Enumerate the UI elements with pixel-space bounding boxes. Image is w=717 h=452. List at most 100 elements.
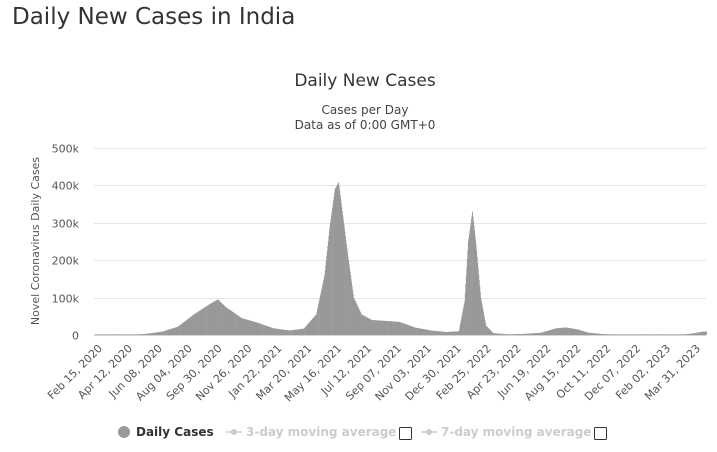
daily-cases-bar[interactable] — [203, 307, 205, 335]
daily-cases-bar[interactable] — [463, 306, 465, 335]
daily-cases-bar[interactable] — [698, 332, 700, 335]
daily-cases-bar[interactable] — [504, 334, 506, 335]
daily-cases-bar[interactable] — [140, 334, 142, 335]
daily-cases-bar[interactable] — [558, 328, 560, 335]
daily-cases-bar[interactable] — [491, 331, 493, 335]
daily-cases-bar[interactable] — [451, 331, 453, 335]
daily-cases-bar[interactable] — [296, 329, 298, 335]
daily-cases-bar[interactable] — [528, 333, 530, 335]
daily-cases-bar[interactable] — [156, 332, 158, 335]
daily-cases-bar[interactable] — [484, 317, 485, 335]
daily-cases-bar[interactable] — [443, 331, 445, 335]
daily-cases-bar[interactable] — [463, 304, 465, 335]
daily-cases-bar[interactable] — [408, 325, 410, 335]
daily-cases-bar[interactable] — [429, 330, 430, 335]
daily-cases-bar[interactable] — [606, 334, 608, 335]
daily-cases-bar[interactable] — [430, 330, 431, 335]
daily-cases-bar[interactable] — [267, 326, 269, 335]
daily-cases-bar[interactable] — [311, 319, 313, 335]
daily-cases-bar[interactable] — [317, 307, 319, 335]
daily-cases-bar[interactable] — [151, 333, 152, 335]
daily-cases-bar[interactable] — [330, 219, 332, 335]
daily-cases-bar[interactable] — [681, 334, 683, 335]
daily-cases-bar[interactable] — [118, 334, 120, 335]
daily-cases-bar[interactable] — [461, 317, 463, 335]
daily-cases-bar[interactable] — [198, 311, 200, 335]
daily-cases-bar[interactable] — [522, 333, 524, 335]
daily-cases-bar[interactable] — [187, 318, 189, 335]
daily-cases-bar[interactable] — [596, 333, 597, 336]
daily-cases-bar[interactable] — [410, 326, 412, 335]
daily-cases-bar[interactable] — [633, 334, 635, 335]
daily-cases-bar[interactable] — [120, 334, 122, 335]
daily-cases-bar[interactable] — [442, 331, 443, 335]
daily-cases-bar[interactable] — [550, 329, 552, 335]
daily-cases-bar[interactable] — [686, 334, 688, 335]
daily-cases-bar[interactable] — [250, 320, 251, 335]
daily-cases-bar[interactable] — [364, 316, 366, 335]
daily-cases-bar[interactable] — [457, 331, 459, 335]
daily-cases-bar[interactable] — [417, 328, 419, 335]
daily-cases-bar[interactable] — [643, 334, 645, 335]
daily-cases-bar[interactable] — [275, 328, 277, 335]
daily-cases-bar[interactable] — [685, 334, 687, 335]
daily-cases-bar[interactable] — [287, 330, 289, 335]
daily-cases-bar[interactable] — [215, 300, 217, 335]
daily-cases-bar[interactable] — [646, 334, 648, 335]
daily-cases-bar[interactable] — [269, 327, 271, 335]
daily-cases-bar[interactable] — [94, 334, 96, 335]
daily-cases-bar[interactable] — [587, 332, 589, 335]
daily-cases-bar[interactable] — [501, 333, 503, 335]
daily-cases-bar[interactable] — [473, 226, 475, 335]
daily-cases-bar[interactable] — [371, 320, 373, 335]
daily-cases-bar[interactable] — [640, 334, 641, 335]
daily-cases-bar[interactable] — [658, 334, 660, 335]
daily-cases-bar[interactable] — [679, 334, 680, 335]
daily-cases-bar[interactable] — [301, 328, 303, 335]
daily-cases-bar[interactable] — [690, 333, 692, 335]
daily-cases-bar[interactable] — [340, 198, 342, 335]
daily-cases-bar[interactable] — [444, 331, 445, 335]
daily-cases-bar[interactable] — [566, 327, 568, 335]
daily-cases-bar[interactable] — [392, 321, 394, 335]
daily-cases-bar[interactable] — [344, 231, 346, 335]
daily-cases-bar[interactable] — [419, 328, 421, 335]
daily-cases-bar[interactable] — [604, 334, 606, 335]
daily-cases-bar[interactable] — [398, 321, 400, 335]
daily-cases-bar[interactable] — [465, 284, 467, 335]
daily-cases-bar[interactable] — [623, 334, 625, 335]
daily-cases-bar[interactable] — [156, 332, 158, 335]
daily-cases-bar[interactable] — [121, 334, 123, 335]
daily-cases-bar[interactable] — [325, 265, 327, 335]
daily-cases-bar[interactable] — [230, 310, 232, 335]
daily-cases-bar[interactable] — [522, 333, 524, 335]
daily-cases-bar[interactable] — [268, 326, 270, 335]
daily-cases-bar[interactable] — [435, 330, 437, 335]
daily-cases-bar[interactable] — [218, 300, 220, 335]
daily-cases-bar[interactable] — [173, 328, 175, 335]
daily-cases-bar[interactable] — [131, 334, 133, 335]
daily-cases-bar[interactable] — [561, 327, 563, 335]
daily-cases-bar[interactable] — [216, 299, 218, 335]
daily-cases-bar[interactable] — [493, 333, 495, 335]
daily-cases-bar[interactable] — [309, 322, 311, 335]
daily-cases-bar[interactable] — [203, 308, 205, 335]
daily-cases-bar[interactable] — [360, 312, 361, 335]
daily-cases-bar[interactable] — [286, 330, 288, 335]
daily-cases-bar[interactable] — [610, 334, 612, 335]
daily-cases-bar[interactable] — [243, 318, 245, 335]
daily-cases-bar[interactable] — [283, 329, 285, 335]
daily-cases-bar[interactable] — [276, 328, 277, 335]
daily-cases-bar[interactable] — [472, 216, 474, 335]
daily-cases-bar[interactable] — [611, 334, 612, 335]
daily-cases-bar[interactable] — [564, 327, 566, 335]
daily-cases-bar[interactable] — [347, 252, 348, 335]
daily-cases-bar[interactable] — [102, 334, 104, 335]
daily-cases-bar[interactable] — [671, 334, 673, 335]
daily-cases-bar[interactable] — [687, 333, 689, 335]
daily-cases-bar[interactable] — [537, 332, 539, 335]
daily-cases-bar[interactable] — [421, 328, 423, 335]
daily-cases-bar[interactable] — [666, 334, 668, 335]
daily-cases-bar[interactable] — [600, 333, 602, 335]
daily-cases-bar[interactable] — [509, 334, 511, 335]
